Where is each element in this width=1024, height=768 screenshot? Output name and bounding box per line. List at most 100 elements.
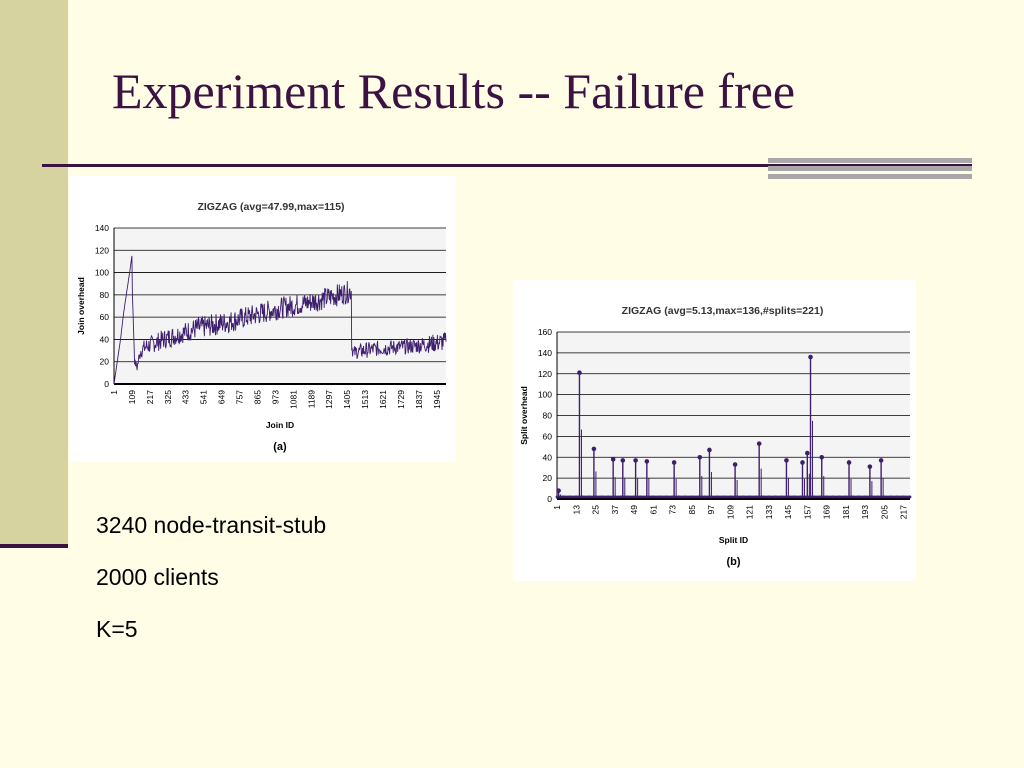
y-tick-label: 160 bbox=[538, 327, 552, 337]
split-point bbox=[587, 495, 591, 499]
split-point bbox=[728, 495, 732, 499]
split-point bbox=[677, 495, 681, 499]
split-point bbox=[793, 495, 796, 499]
split-point bbox=[857, 495, 861, 499]
split-point bbox=[748, 495, 751, 499]
split-point bbox=[863, 495, 867, 499]
split-point bbox=[716, 495, 719, 499]
x-tick-label: 109 bbox=[725, 505, 735, 519]
split-point bbox=[799, 495, 803, 499]
x-tick-label: 541 bbox=[199, 390, 209, 404]
split-spike-point bbox=[633, 458, 638, 463]
split-point bbox=[908, 495, 912, 499]
bullet-item: 3240 node-transit-stub bbox=[96, 512, 327, 538]
split-point bbox=[651, 495, 655, 499]
x-tick-label: 1 bbox=[552, 505, 562, 510]
join-overhead-chart: 0 20 40 60 80 100 120 140 1 109 217 325 433 541 649 757… bbox=[70, 176, 456, 462]
x-tick-label: 1729 bbox=[396, 390, 406, 409]
split-point bbox=[555, 495, 559, 499]
split-spike-point bbox=[556, 488, 561, 493]
split-point bbox=[825, 495, 828, 499]
plot-area bbox=[114, 228, 446, 384]
x-tick-label: 37 bbox=[610, 505, 620, 515]
split-point bbox=[568, 495, 572, 499]
x-tick-label: 1081 bbox=[288, 390, 298, 409]
left-accent-underline bbox=[0, 544, 68, 548]
split-point bbox=[600, 495, 604, 499]
split-point bbox=[760, 495, 764, 499]
split-point bbox=[722, 495, 726, 499]
split-point bbox=[581, 495, 585, 499]
split-point bbox=[844, 495, 848, 499]
x-tick-label: 217 bbox=[899, 505, 909, 519]
split-point bbox=[671, 495, 674, 499]
split-spike-point bbox=[671, 460, 677, 465]
chart-caption: (a) bbox=[273, 441, 287, 453]
split-spike-point bbox=[784, 458, 789, 463]
y-tick-label: 40 bbox=[100, 334, 110, 344]
split-point bbox=[773, 495, 777, 499]
split-point bbox=[658, 495, 662, 499]
left-accent-bar bbox=[0, 0, 68, 545]
x-tick-label: 157 bbox=[802, 505, 812, 519]
x-tick-label: 73 bbox=[668, 505, 678, 515]
split-spike-point bbox=[800, 460, 805, 465]
split-spike-point bbox=[610, 457, 616, 462]
split-spike-point bbox=[756, 441, 762, 446]
bullet-list: 3240 node-transit-stub 2000 clients K=5 bbox=[96, 512, 326, 668]
x-tick-label: 1945 bbox=[432, 390, 442, 409]
split-spike-point bbox=[644, 459, 650, 464]
x-tick-label: 1513 bbox=[360, 390, 370, 409]
y-tick-label: 120 bbox=[538, 369, 552, 379]
y-tick-label: 100 bbox=[538, 390, 552, 400]
y-tick-label: 60 bbox=[543, 431, 553, 441]
x-tick-label: 325 bbox=[163, 390, 173, 404]
y-tick-label: 20 bbox=[100, 357, 110, 367]
split-point bbox=[664, 495, 668, 499]
title-divider bbox=[42, 164, 972, 167]
y-tick-label: 20 bbox=[543, 473, 553, 483]
split-spike-point bbox=[805, 450, 810, 456]
x-tick-label: 973 bbox=[270, 390, 280, 404]
split-spike-point bbox=[732, 462, 738, 467]
x-tick-label: 1621 bbox=[378, 390, 388, 409]
x-tick-label: 757 bbox=[235, 390, 245, 404]
split-point bbox=[632, 495, 636, 499]
join-overhead-chart-svg: 0 20 40 60 80 100 120 140 1 109 217 325 433 541 649 757… bbox=[76, 201, 447, 453]
x-tick-label: 49 bbox=[629, 505, 639, 515]
y-tick-label: 0 bbox=[547, 494, 552, 504]
split-point bbox=[831, 495, 835, 499]
x-tick-label: 25 bbox=[591, 505, 601, 515]
x-tick-label: 649 bbox=[217, 390, 227, 404]
chart-title: ZIGZAG (avg=47.99,max=115) bbox=[197, 201, 344, 213]
x-tick-label: 433 bbox=[181, 390, 191, 404]
split-point bbox=[818, 495, 822, 499]
split-point bbox=[606, 495, 610, 499]
x-tick-label: 169 bbox=[822, 505, 832, 519]
split-overhead-chart-svg: 0 20 40 60 80 100 120 140 160 1 13 25 37 49 61 73 85 97 10… bbox=[519, 305, 912, 568]
slide-title: Experiment Results -- Failure free bbox=[112, 63, 796, 119]
x-axis-label: Join ID bbox=[266, 420, 294, 430]
y-tick-label: 40 bbox=[543, 452, 553, 462]
split-point bbox=[895, 495, 899, 499]
split-spike-point bbox=[867, 464, 873, 469]
x-tick-label: 181 bbox=[841, 505, 851, 519]
split-point bbox=[882, 495, 886, 499]
x-tick-label: 61 bbox=[648, 505, 658, 515]
split-point bbox=[741, 495, 745, 499]
split-point bbox=[626, 495, 629, 499]
y-tick-label: 60 bbox=[100, 312, 110, 322]
split-spike-point bbox=[591, 446, 597, 452]
split-point bbox=[690, 495, 694, 499]
split-point bbox=[850, 495, 854, 499]
x-tick-label: 1297 bbox=[324, 390, 334, 409]
x-tick-label: 133 bbox=[764, 505, 774, 519]
y-tick-label: 100 bbox=[95, 268, 109, 278]
x-tick-label: 1837 bbox=[414, 390, 424, 409]
x-tick-label: 217 bbox=[145, 390, 155, 404]
x-tick-label: 193 bbox=[860, 505, 870, 519]
x-tick-label: 109 bbox=[127, 390, 137, 404]
x-tick-label: 85 bbox=[687, 505, 697, 515]
x-tick-label: 121 bbox=[745, 505, 755, 519]
bullet-item: K=5 bbox=[96, 616, 138, 642]
